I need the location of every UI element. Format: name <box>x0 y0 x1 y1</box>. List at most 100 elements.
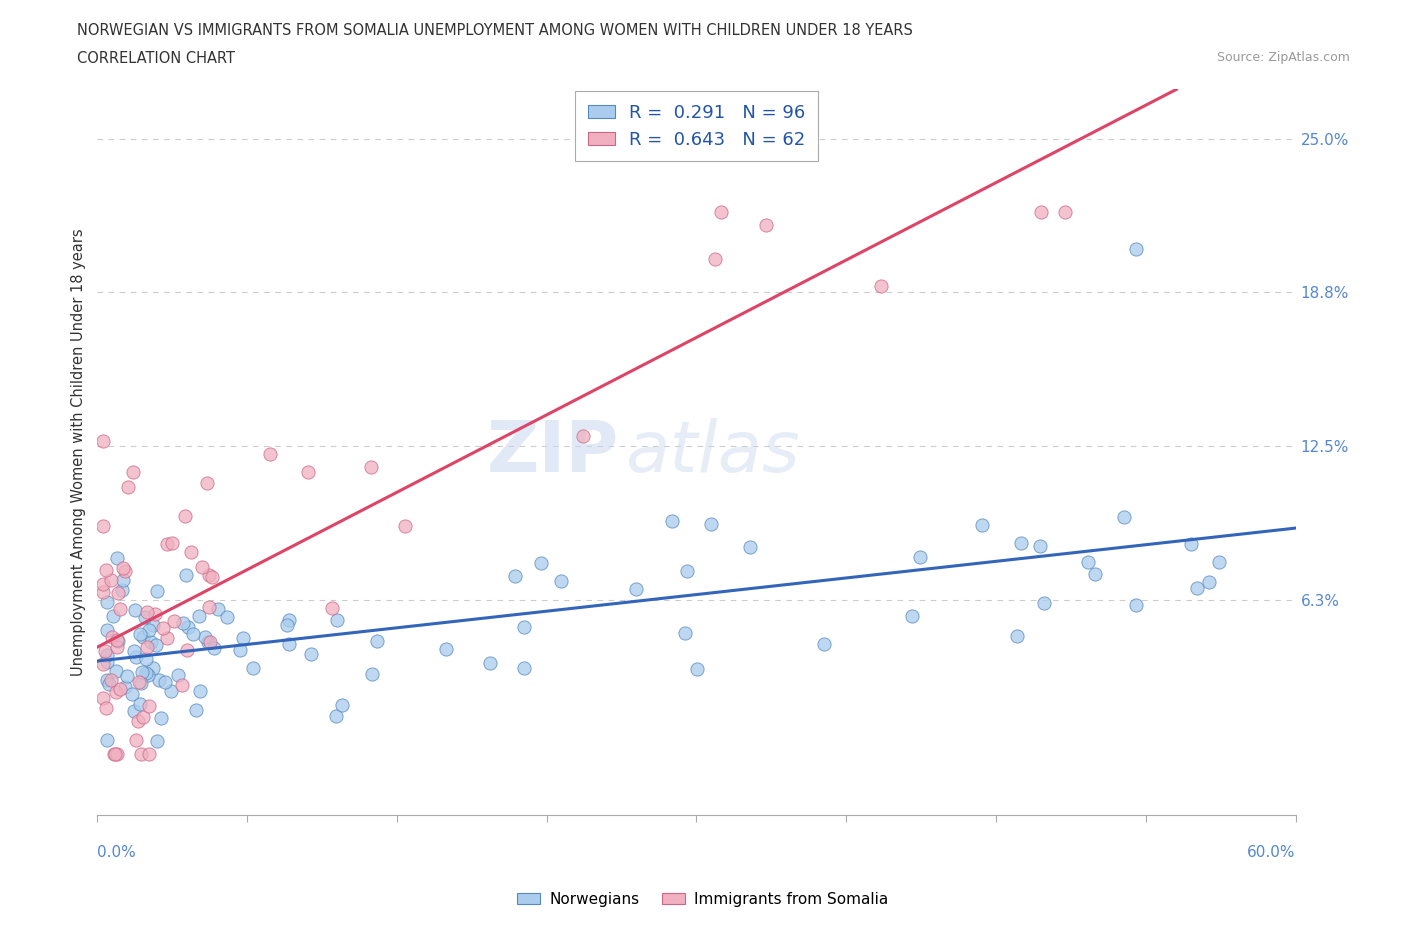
Point <box>96 623 118 638</box>
Point <box>107 585 129 600</box>
Point <box>141 634 163 649</box>
Point <box>100 673 122 688</box>
Point <box>900 608 922 623</box>
Point <box>201 569 224 584</box>
Point <box>176 643 198 658</box>
Point <box>96 733 118 748</box>
Point <box>326 613 349 628</box>
Point <box>626 581 648 596</box>
Point <box>366 633 388 648</box>
Point <box>1029 205 1052 219</box>
Point <box>117 669 139 684</box>
Point <box>129 627 152 642</box>
Point <box>159 684 181 698</box>
Point <box>94 700 117 715</box>
Point <box>321 601 343 616</box>
Point <box>135 651 157 666</box>
Point <box>755 218 778 232</box>
Point <box>710 205 733 219</box>
Point <box>513 619 536 634</box>
Point <box>136 668 159 683</box>
Point <box>197 600 219 615</box>
Point <box>198 635 221 650</box>
Point <box>181 627 204 642</box>
Point <box>105 632 128 647</box>
Point <box>97 677 120 692</box>
Point <box>172 616 194 631</box>
Point <box>278 636 301 651</box>
Point <box>96 672 118 687</box>
Point <box>299 646 322 661</box>
Point <box>242 661 264 676</box>
Point <box>124 644 146 658</box>
Point <box>325 709 347 724</box>
Point <box>132 630 155 644</box>
Point <box>93 577 115 591</box>
Point <box>149 711 172 725</box>
Point <box>1033 595 1056 610</box>
Point <box>163 614 186 629</box>
Point <box>129 697 152 711</box>
Point <box>478 656 501 671</box>
Text: 60.0%: 60.0% <box>1247 844 1295 859</box>
Point <box>152 620 174 635</box>
Point <box>156 537 179 551</box>
Point <box>676 564 699 578</box>
Point <box>361 667 384 682</box>
Point <box>101 630 124 644</box>
Point <box>550 574 572 589</box>
Point <box>142 660 165 675</box>
Point <box>94 644 117 658</box>
Point <box>155 674 177 689</box>
Point <box>108 602 131 617</box>
Point <box>135 665 157 680</box>
Point <box>184 702 207 717</box>
Point <box>195 475 218 490</box>
Point <box>194 630 217 644</box>
Point <box>162 536 184 551</box>
Point <box>174 568 197 583</box>
Point <box>330 698 353 712</box>
Point <box>96 655 118 670</box>
Point <box>1053 205 1076 219</box>
Point <box>100 572 122 587</box>
Point <box>188 684 211 698</box>
Point <box>125 733 148 748</box>
Point <box>513 660 536 675</box>
Point <box>128 675 150 690</box>
Legend: Norwegians, Immigrants from Somalia: Norwegians, Immigrants from Somalia <box>512 886 894 913</box>
Point <box>148 672 170 687</box>
Point <box>107 633 129 648</box>
Point <box>1187 580 1209 595</box>
Point <box>1007 629 1029 644</box>
Point <box>1010 536 1032 551</box>
Point <box>503 568 526 583</box>
Point <box>111 582 134 597</box>
Point <box>131 664 153 679</box>
Point <box>360 460 382 475</box>
Point <box>259 446 281 461</box>
Point <box>110 681 132 696</box>
Point <box>96 648 118 663</box>
Point <box>136 640 159 655</box>
Point <box>104 684 127 699</box>
Point <box>673 626 696 641</box>
Point <box>202 640 225 655</box>
Point <box>138 699 160 714</box>
Text: Source: ZipAtlas.com: Source: ZipAtlas.com <box>1216 51 1350 64</box>
Point <box>104 664 127 679</box>
Point <box>132 709 155 724</box>
Point <box>93 691 115 706</box>
Point <box>105 746 128 761</box>
Point <box>96 562 118 577</box>
Point <box>105 640 128 655</box>
Point <box>114 564 136 578</box>
Point <box>177 619 200 634</box>
Point <box>394 519 416 534</box>
Point <box>104 746 127 761</box>
Y-axis label: Unemployment Among Women with Children Under 18 years: Unemployment Among Women with Children U… <box>72 229 86 676</box>
Text: NORWEGIAN VS IMMIGRANTS FROM SOMALIA UNEMPLOYMENT AMONG WOMEN WITH CHILDREN UNDE: NORWEGIAN VS IMMIGRANTS FROM SOMALIA UNE… <box>77 23 914 38</box>
Point <box>572 429 595 444</box>
Point <box>93 657 115 671</box>
Point <box>908 550 931 565</box>
